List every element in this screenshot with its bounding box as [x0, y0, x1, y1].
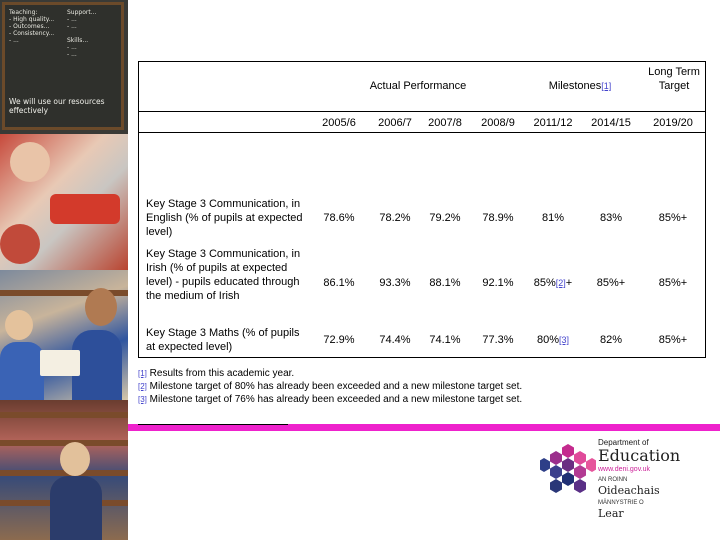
- logo-lear: Lear: [598, 507, 624, 520]
- hexagon-logo-icon: [540, 444, 596, 493]
- table-divider: [138, 111, 706, 112]
- logo-education: Education: [598, 446, 681, 465]
- logo-dept: Department of: [598, 438, 649, 447]
- footnote-ref-link[interactable]: [1]: [601, 81, 612, 91]
- photo-strip: Teaching: - High quality... - Outcomes..…: [0, 0, 128, 540]
- board-text-right: Support... - ... - ... Skills... - ... -…: [67, 9, 97, 58]
- footnotes: [1] Results from this academic year. [2]…: [138, 367, 578, 406]
- header-milestones: Milestones[1]: [520, 79, 640, 93]
- footnote: [1] Results from this academic year.: [138, 367, 578, 380]
- footnote-mark-link[interactable]: [1]: [138, 369, 147, 378]
- table-cell-value: 80%: [536, 334, 559, 346]
- row-label: Key Stage 3 Communication, in Irish (% o…: [146, 248, 301, 302]
- pupils-activity-photo: [0, 134, 128, 270]
- footnote-mark-link[interactable]: [2]: [138, 382, 147, 391]
- logo-oideachais: Oideachais: [598, 484, 660, 497]
- table-divider: [138, 132, 706, 133]
- table-cell: 77.3%: [482, 334, 514, 346]
- header-long-term-target: Long Term Target: [648, 66, 700, 92]
- footnote-text: Milestone target of 76% has already been…: [146, 394, 523, 405]
- header-milestones-label: Milestones: [548, 80, 602, 92]
- year-header: 2014/15: [591, 117, 631, 129]
- table-cell: 88.1%: [429, 277, 461, 289]
- classroom-board-photo: Teaching: - High quality... - Outcomes..…: [0, 0, 128, 134]
- table-cell: 83%: [599, 212, 623, 224]
- department-logo: Department of Education www.deni.gov.uk …: [540, 438, 716, 538]
- footnote-mark-link[interactable]: [3]: [138, 395, 147, 404]
- table-cell: 82%: [599, 334, 623, 346]
- table-cell: 72.9%: [323, 334, 355, 346]
- table-cell: 86.1%: [323, 277, 355, 289]
- year-header: 2007/8: [428, 117, 462, 129]
- table-cell: 85%+: [658, 277, 688, 289]
- year-header: 2005/6: [322, 117, 356, 129]
- board-text-left: Teaching: - High quality... - Outcomes..…: [9, 9, 55, 44]
- performance-table: [138, 61, 706, 358]
- table-cell: 85%+: [658, 212, 688, 224]
- table-cell: 74.1%: [429, 334, 461, 346]
- table-cell: 85%+: [658, 334, 688, 346]
- table-cell: 81%: [541, 212, 565, 224]
- board-text-bottom: We will use our resources effectively: [9, 97, 105, 115]
- footnote-text: Milestone target of 80% has already been…: [146, 381, 523, 392]
- footnote-ref-link[interactable]: [3]: [559, 335, 570, 345]
- row-label: Key Stage 3 Maths (% of pupils at expect…: [146, 327, 300, 353]
- footnote-ref-link[interactable]: [2]: [555, 278, 566, 288]
- table-cell-value: 85%: [533, 277, 556, 289]
- row-label: Key Stage 3 Communication, in English (%…: [146, 198, 303, 238]
- table-cell: 78.6%: [323, 212, 355, 224]
- table-cell: 93.3%: [379, 277, 411, 289]
- year-header: 2019/20: [653, 117, 693, 129]
- library-photo: [0, 400, 128, 540]
- footnote-separator: [138, 424, 288, 425]
- table-cell: 74.4%: [379, 334, 411, 346]
- logo-url[interactable]: www.deni.gov.uk: [598, 466, 651, 473]
- footnote-text: Results from this academic year.: [146, 368, 295, 379]
- header-actual-performance: Actual Performance: [369, 80, 467, 92]
- logo-text: Department of Education www.deni.gov.uk …: [598, 438, 680, 520]
- chalkboard: Teaching: - High quality... - Outcomes..…: [2, 2, 124, 130]
- table-cell: 92.1%: [482, 277, 514, 289]
- footnote: [3] Milestone target of 76% has already …: [138, 393, 578, 406]
- table-cell: 78.2%: [379, 212, 411, 224]
- footnote: [2] Milestone target of 80% has already …: [138, 380, 578, 393]
- table-cell: 85%+: [596, 277, 626, 289]
- year-header: 2006/7: [378, 117, 412, 129]
- logo-mannystrie: MÄNNYSTRIE O: [598, 500, 644, 506]
- logo-an-roinn: AN ROINN: [598, 477, 628, 483]
- table-cell: 80%[3]: [520, 333, 586, 347]
- table-cell: 79.2%: [429, 212, 461, 224]
- year-header: 2011/12: [533, 117, 573, 129]
- year-header: 2008/9: [481, 117, 515, 129]
- table-cell: 78.9%: [482, 212, 514, 224]
- table-cell: 85%[2]+: [520, 276, 586, 290]
- table-cell-suffix: +: [565, 277, 573, 289]
- accent-bar: [128, 424, 720, 431]
- pupils-reading-photo: [0, 270, 128, 400]
